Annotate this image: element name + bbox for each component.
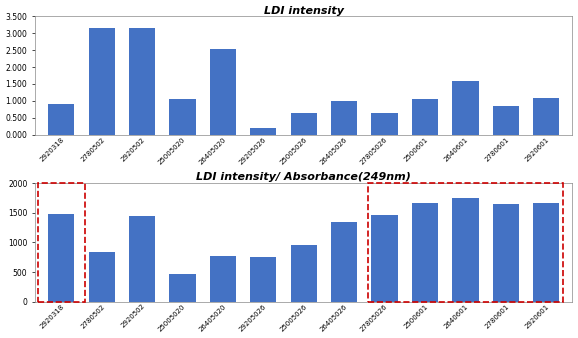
Title: LDI intensity/ Absorbance(249nm): LDI intensity/ Absorbance(249nm): [197, 172, 411, 183]
Bar: [372, 215, 398, 301]
Bar: [533, 203, 560, 301]
Bar: [48, 214, 75, 301]
Bar: [533, 97, 560, 135]
Title: LDI intensity: LDI intensity: [264, 5, 344, 16]
Bar: [412, 99, 438, 135]
Bar: [129, 216, 155, 301]
Bar: [169, 99, 196, 135]
Bar: [452, 198, 479, 301]
Bar: [492, 204, 519, 301]
Bar: [250, 128, 276, 135]
Bar: [88, 252, 115, 301]
Bar: [210, 256, 236, 301]
Bar: [492, 106, 519, 135]
Bar: [210, 49, 236, 135]
Bar: [372, 113, 398, 135]
Bar: [331, 101, 357, 135]
Bar: [38, 183, 85, 301]
Bar: [129, 28, 155, 135]
Bar: [331, 222, 357, 301]
Bar: [291, 113, 317, 135]
Bar: [291, 245, 317, 301]
Bar: [88, 28, 115, 135]
Bar: [169, 274, 196, 301]
Bar: [250, 257, 276, 301]
Bar: [412, 203, 438, 301]
Bar: [48, 104, 75, 135]
Bar: [452, 81, 479, 135]
Bar: [368, 183, 563, 301]
